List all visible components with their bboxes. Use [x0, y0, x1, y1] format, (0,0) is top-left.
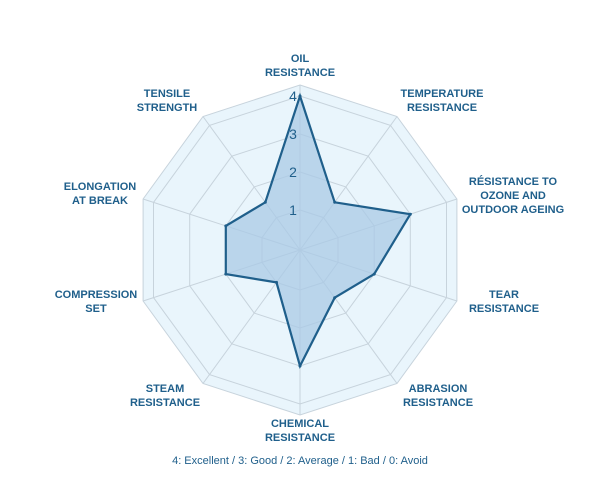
axis-label-10: TENSILE STRENGTH [137, 88, 198, 114]
radar-axis-labels: OIL RESISTANCE TEMPERATURE RESISTANCE RÉSIST… [55, 53, 564, 444]
axis-label-line: OZONE AND [480, 190, 546, 202]
scale-legend-note: 4: Excellent / 3: Good / 2: Average / 1:… [172, 455, 428, 467]
axis-label-line: RESISTANCE [407, 102, 477, 114]
axis-label-line: RESISTANCE [403, 397, 473, 409]
data-point-9 [224, 224, 228, 228]
data-point-8 [224, 272, 228, 276]
axis-label-9: ELONGATION AT BREAK [64, 181, 137, 207]
axis-label-line: RESISTANCE [469, 303, 539, 315]
axis-label-line: RESISTANCE [265, 432, 335, 444]
scale-tick-4: 4 [289, 88, 297, 104]
axis-label-line: OUTDOOR AGEING [462, 204, 564, 216]
axis-label-line: ELONGATION [64, 181, 137, 193]
axis-label-line: STRENGTH [137, 102, 198, 114]
axis-label-line: ABRASION [409, 383, 468, 395]
axis-label-line: STEAM [146, 383, 185, 395]
data-point-4 [372, 272, 376, 276]
axis-label-line: COMPRESSION [55, 289, 138, 301]
axis-label-1: OIL RESISTANCE [265, 53, 335, 79]
data-point-6 [298, 364, 302, 368]
axis-label-5: ABRASION RESISTANCE [403, 383, 473, 409]
data-point-7 [275, 280, 278, 284]
axis-label-6: CHEMICAL RESISTANCE [265, 418, 335, 444]
axis-label-line: TENSILE [144, 88, 190, 100]
axis-label-7: STEAM RESISTANCE [130, 383, 200, 409]
radar-scale-ticks: 1 2 3 4 [289, 88, 297, 218]
axis-label-line: RÉSISTANCE TO [469, 175, 558, 188]
axis-label-line: CHEMICAL [271, 418, 329, 430]
data-point-10 [263, 200, 267, 204]
axis-label-3: RÉSISTANCE TO OZONE AND OUTDOOR AGEING [462, 175, 564, 216]
data-point-5 [333, 296, 337, 300]
scale-tick-2: 2 [289, 164, 297, 180]
data-point-2 [333, 200, 337, 204]
data-point-3 [408, 212, 412, 216]
data-point-1 [298, 94, 302, 98]
radar-series [224, 92, 413, 370]
scale-tick-3: 3 [289, 126, 297, 142]
axis-label-2: TEMPERATURE RESISTANCE [401, 88, 484, 114]
axis-label-8: COMPRESSION SET [55, 289, 138, 315]
scale-tick-1: 1 [289, 202, 297, 218]
axis-label-line: SET [85, 303, 107, 315]
axis-label-line: RESISTANCE [265, 67, 335, 79]
axis-label-line: AT BREAK [72, 195, 128, 207]
axis-label-line: RESISTANCE [130, 397, 200, 409]
axis-label-4: TEAR RESISTANCE [469, 289, 539, 315]
axis-label-line: OIL [291, 53, 310, 65]
axis-label-line: TEAR [489, 289, 519, 301]
axis-label-line: TEMPERATURE [401, 88, 484, 100]
